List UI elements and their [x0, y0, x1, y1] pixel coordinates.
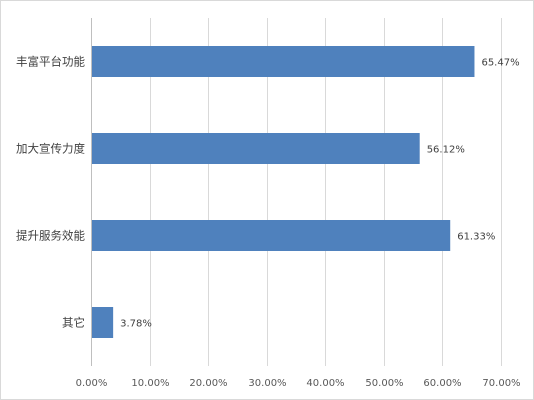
x-tick-label: 60.00% [423, 378, 461, 389]
data-label: 61.33% [457, 232, 495, 243]
x-tick-label: 70.00% [482, 378, 520, 389]
bar [92, 133, 420, 164]
category-label: 提升服务效能 [16, 229, 85, 243]
category-label: 加大宣传力度 [16, 142, 85, 156]
data-label: 65.47% [481, 58, 519, 69]
bar [92, 220, 451, 251]
category-label: 丰富平台功能 [16, 55, 85, 69]
x-tick-label: 30.00% [248, 378, 286, 389]
x-tick-label: 50.00% [365, 378, 403, 389]
bar [92, 307, 114, 338]
bar [92, 46, 475, 77]
x-tick-label: 0.00% [76, 378, 108, 389]
x-tick-label: 20.00% [189, 378, 227, 389]
labels: 0.00% 10.00% 20.00% 30.00% 40.00% 50.00% 60.00… [16, 55, 521, 390]
category-label: 其它 [62, 316, 85, 330]
x-tick-label: 10.00% [131, 378, 169, 389]
bars [92, 46, 475, 338]
x-tick-label: 40.00% [306, 378, 344, 389]
data-label: 3.78% [120, 319, 152, 330]
data-label: 56.12% [427, 145, 465, 156]
